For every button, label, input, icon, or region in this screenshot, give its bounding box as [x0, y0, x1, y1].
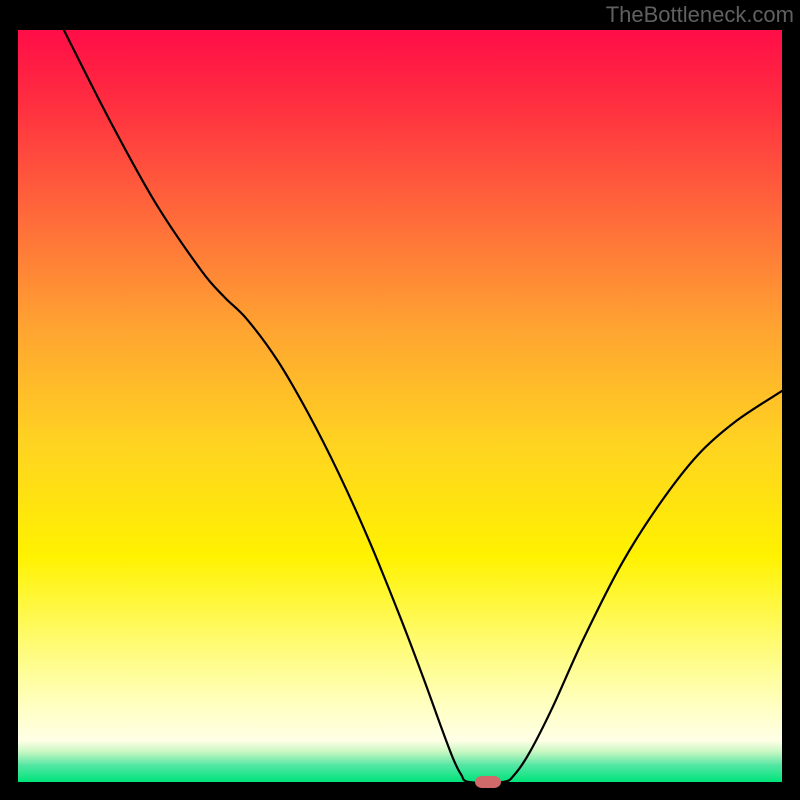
plot-area	[18, 30, 782, 782]
watermark-text: TheBottleneck.com	[606, 2, 794, 28]
optimal-marker	[475, 776, 501, 788]
chart-frame: TheBottleneck.com	[0, 0, 800, 800]
bottleneck-curve	[18, 30, 782, 782]
